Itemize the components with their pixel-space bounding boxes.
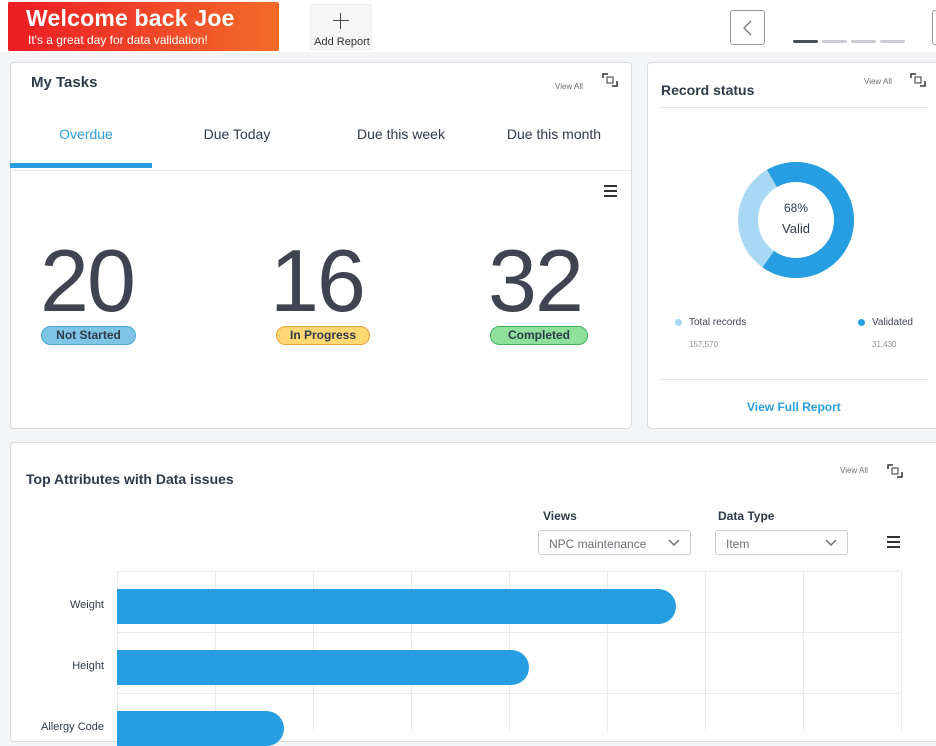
expand-icon[interactable] bbox=[887, 464, 903, 478]
record-status-footer-divider bbox=[660, 379, 928, 380]
data-type-label: Data Type bbox=[718, 509, 775, 523]
add-report-button[interactable]: Add Report bbox=[310, 4, 372, 50]
data-type-dropdown-value: Item bbox=[726, 537, 750, 551]
carousel-dot[interactable] bbox=[880, 40, 905, 43]
my-tasks-title: My Tasks bbox=[31, 74, 98, 91]
views-dropdown-value: NPC maintenance bbox=[549, 537, 647, 551]
record-status-card bbox=[647, 62, 936, 429]
views-label: Views bbox=[543, 509, 577, 523]
chart-gridline bbox=[117, 632, 901, 633]
tabs-divider bbox=[10, 170, 631, 171]
in-progress-badge: In Progress bbox=[276, 326, 370, 345]
chevron-down-icon bbox=[668, 539, 680, 547]
welcome-banner: Welcome back Joe It's a great day for da… bbox=[8, 2, 279, 51]
record-status-title: Record status bbox=[661, 82, 755, 98]
chevron-left-icon bbox=[743, 20, 752, 36]
top-bar: Welcome back Joe It's a great day for da… bbox=[0, 0, 936, 52]
carousel-prev-button[interactable] bbox=[730, 10, 765, 45]
donut-center-label: Valid bbox=[782, 221, 810, 236]
expand-icon[interactable] bbox=[602, 73, 618, 87]
top-attributes-view-all-link[interactable]: View All bbox=[840, 466, 868, 475]
total-records-label: Total records bbox=[689, 317, 747, 328]
expand-icon[interactable] bbox=[910, 73, 926, 87]
chart-gridline bbox=[901, 571, 902, 732]
chart-category-label: Allergy Code bbox=[41, 721, 104, 733]
chart-category-label: Weight bbox=[69, 599, 104, 611]
welcome-subtitle: It's a great day for data validation! bbox=[28, 33, 208, 47]
chart-bar[interactable] bbox=[117, 650, 529, 685]
chart-gridline bbox=[117, 693, 901, 694]
chevron-down-icon bbox=[825, 539, 837, 547]
carousel-dot[interactable] bbox=[822, 40, 847, 43]
validated-legend-dot bbox=[858, 319, 865, 326]
tab-due-this-month[interactable]: Due this month bbox=[506, 126, 602, 142]
tab-overdue[interactable]: Overdue bbox=[59, 126, 113, 142]
completed-badge: Completed bbox=[490, 326, 588, 345]
donut-percent-label: 68% bbox=[783, 201, 809, 215]
hamburger-menu-icon[interactable] bbox=[887, 536, 900, 548]
chart-bar[interactable] bbox=[117, 589, 676, 624]
not-started-badge: Not Started bbox=[41, 326, 136, 345]
chart-gridline bbox=[705, 571, 706, 732]
record-status-donut bbox=[738, 162, 854, 278]
top-attributes-title: Top Attributes with Data issues bbox=[26, 471, 234, 487]
tab-due-this-week[interactable]: Due this week bbox=[357, 126, 445, 142]
data-type-dropdown[interactable]: Item bbox=[715, 530, 848, 555]
view-full-report-link[interactable]: View Full Report bbox=[747, 400, 841, 414]
chart-gridline bbox=[117, 571, 901, 572]
my-tasks-view-all-link[interactable]: View All bbox=[555, 82, 583, 91]
views-dropdown[interactable]: NPC maintenance bbox=[538, 530, 691, 555]
add-report-label: Add Report bbox=[314, 36, 370, 48]
in-progress-count: 16 bbox=[270, 231, 366, 330]
carousel-dot[interactable] bbox=[851, 40, 876, 43]
validated-label: Validated bbox=[872, 317, 913, 328]
welcome-title: Welcome back Joe bbox=[26, 5, 235, 31]
completed-count: 32 bbox=[488, 231, 584, 330]
chart-category-label: Height bbox=[72, 660, 104, 672]
record-status-divider bbox=[660, 107, 928, 108]
record-status-view-all-link[interactable]: View All bbox=[864, 77, 892, 86]
my-tasks-card bbox=[10, 62, 632, 429]
hamburger-menu-icon[interactable] bbox=[604, 185, 617, 197]
not-started-count: 20 bbox=[40, 231, 136, 330]
total-records-value: 157,570 bbox=[689, 340, 718, 349]
plus-icon bbox=[331, 11, 351, 31]
validated-value: 31,430 bbox=[872, 340, 897, 349]
chart-gridline bbox=[803, 571, 804, 732]
tab-due-today[interactable]: Due Today bbox=[203, 126, 271, 142]
active-tab-indicator bbox=[10, 163, 152, 168]
carousel-dot-active[interactable] bbox=[793, 40, 818, 43]
chart-gridline bbox=[607, 571, 608, 732]
carousel-next-button[interactable] bbox=[932, 10, 936, 45]
total-records-legend-dot bbox=[675, 319, 682, 326]
chart-bar[interactable] bbox=[117, 711, 284, 746]
